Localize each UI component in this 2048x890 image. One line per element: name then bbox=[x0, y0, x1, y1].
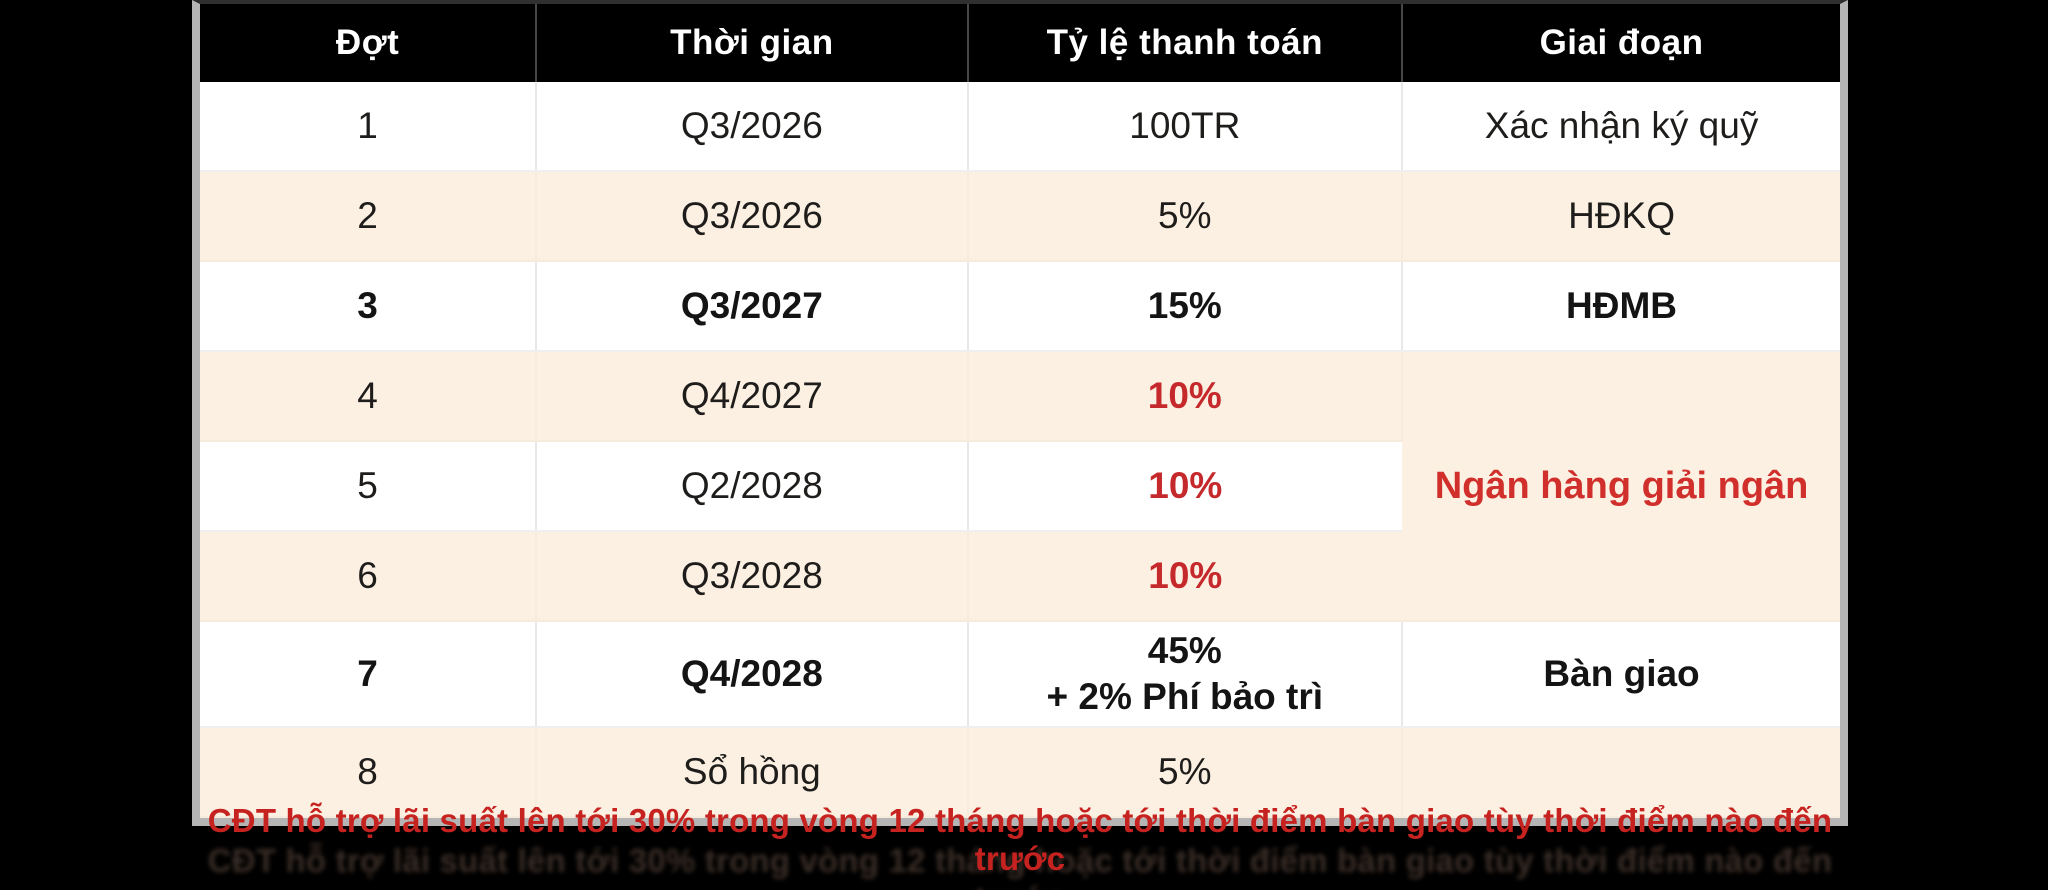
cell-stage: HĐMB bbox=[1402, 261, 1840, 352]
cell-rate: 10% bbox=[967, 531, 1403, 622]
cell-dot: 8 bbox=[200, 727, 538, 818]
column-header-stage: Giai đoạn bbox=[1402, 4, 1840, 82]
cell-stage-merged: Ngân hàng giải ngân bbox=[1402, 351, 1840, 622]
cell-time: Q3/2026 bbox=[536, 82, 969, 172]
cell-stage: Xác nhận ký quỹ bbox=[1402, 82, 1840, 172]
cell-time: Q4/2028 bbox=[536, 621, 969, 728]
cell-rate: 5% bbox=[967, 171, 1404, 262]
table-row: 7 Q4/2028 45% + 2% Phí bảo trì Bàn giao bbox=[200, 621, 1840, 728]
column-header-time: Thời gian bbox=[536, 4, 969, 82]
table-row: 5 Q2/2028 10% bbox=[200, 441, 1840, 532]
interest-support-footnote: CĐT hỗ trợ lãi suất lên tới 30% trong vò… bbox=[207, 802, 1833, 877]
cell-time: Sổ hồng bbox=[536, 727, 969, 818]
cell-rate: 100TR bbox=[967, 82, 1404, 172]
cell-time: Q3/2028 bbox=[536, 531, 969, 622]
cell-rate: 10% bbox=[967, 441, 1403, 532]
header-row: Đợt Thời gian Tỷ lệ thanh toán Giai đoạn bbox=[200, 4, 1840, 82]
table-row: 6 Q3/2028 10% bbox=[200, 531, 1840, 622]
column-header-dot: Đợt bbox=[200, 4, 538, 82]
cell-dot: 2 bbox=[200, 171, 538, 262]
cell-dot: 5 bbox=[200, 441, 538, 532]
cell-rate: 45% + 2% Phí bảo trì bbox=[967, 621, 1404, 728]
cell-time: Q3/2027 bbox=[536, 261, 969, 352]
cell-rate: 15% bbox=[967, 261, 1404, 352]
payment-schedule-table: Đợt Thời gian Tỷ lệ thanh toán Giai đoạn… bbox=[192, 0, 1848, 826]
table-body: 1 Q3/2026 100TR Xác nhận ký quỹ 2 Q3/202… bbox=[200, 82, 1840, 818]
cell-dot: 1 bbox=[200, 82, 538, 172]
cell-dot: 6 bbox=[200, 531, 538, 622]
cell-stage: Bàn giao bbox=[1402, 621, 1840, 728]
cell-stage bbox=[1402, 727, 1840, 818]
table-row: 8 Sổ hồng 5% bbox=[200, 727, 1840, 818]
cell-dot: 3 bbox=[200, 261, 538, 352]
table-row: 2 Q3/2026 5% HĐKQ bbox=[200, 171, 1840, 262]
cell-time: Q3/2026 bbox=[536, 171, 969, 262]
cell-time: Q2/2028 bbox=[536, 441, 969, 532]
table-row: 1 Q3/2026 100TR Xác nhận ký quỹ bbox=[200, 82, 1840, 172]
cell-rate: 10% bbox=[967, 351, 1404, 442]
cell-time: Q4/2027 bbox=[536, 351, 969, 442]
table-row: 4 Q4/2027 10% Ngân hàng giải ngân bbox=[200, 351, 1840, 622]
column-header-rate: Tỷ lệ thanh toán bbox=[967, 4, 1404, 82]
cell-dot: 4 bbox=[200, 351, 538, 442]
cell-rate: 5% bbox=[967, 727, 1404, 818]
cell-stage: HĐKQ bbox=[1402, 171, 1840, 262]
table-row: 3 Q3/2027 15% HĐMB bbox=[200, 261, 1840, 352]
rate-line-1: 45% bbox=[1147, 629, 1222, 671]
table-header: Đợt Thời gian Tỷ lệ thanh toán Giai đoạn bbox=[200, 4, 1840, 82]
rate-line-2: + 2% Phí bảo trì bbox=[1046, 676, 1324, 717]
cell-dot: 7 bbox=[200, 621, 538, 728]
payment-table: Đợt Thời gian Tỷ lệ thanh toán Giai đoạn… bbox=[200, 4, 1840, 818]
